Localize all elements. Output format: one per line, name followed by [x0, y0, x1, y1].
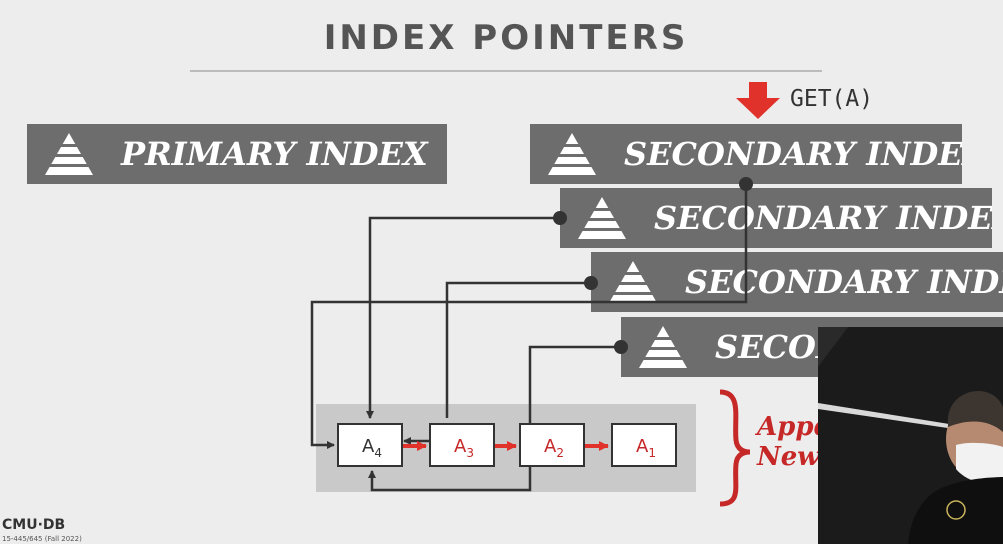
title-divider [190, 70, 822, 72]
page-title: INDEX POINTERS [323, 18, 689, 58]
secondary-index-label: SECONDARY INDEX [685, 263, 1003, 301]
webcam-overlay [818, 327, 1003, 544]
presenter-video-icon [818, 327, 1003, 544]
pointer-line [445, 281, 591, 418]
brace-icon [719, 389, 751, 507]
secondary-index-box-3: SECONDARY INDEX [591, 252, 1003, 312]
pyramid-icon [576, 195, 628, 241]
pointer-dot [739, 177, 753, 191]
pointer-line [368, 345, 621, 492]
pyramid-icon [637, 324, 689, 370]
append-label: Appe New [757, 412, 830, 472]
pointer-line [366, 216, 560, 419]
version-label-a2: A2 [544, 436, 564, 460]
pointer-line [310, 184, 748, 449]
version-box-a1 [611, 423, 677, 467]
course-label: 15-445/645 (Fall 2022) [2, 535, 82, 543]
secondary-index-label: SECONDARY INDEX [654, 199, 992, 237]
append-label-line2: New [757, 442, 820, 472]
version-box-a2 [519, 423, 585, 467]
brand-logo: CMU·DB [2, 517, 66, 533]
pyramid-icon [43, 131, 95, 177]
pointer-dot [584, 276, 598, 290]
version-box-a4 [337, 423, 403, 467]
version-label-a4: A4 [362, 436, 382, 460]
get-label: GET(A) [790, 86, 874, 112]
pointer-dot [553, 211, 567, 225]
pyramid-icon [607, 259, 659, 305]
append-label-line1: Appe [757, 412, 831, 442]
version-label-a3: A3 [454, 436, 474, 460]
primary-index-label: PRIMARY INDEX [121, 135, 428, 173]
pyramid-icon [546, 131, 598, 177]
pointer-dot [614, 340, 628, 354]
secondary-index-label: SECONDARY INDEX [624, 135, 962, 173]
secondary-index-box-2: SECONDARY INDEX [560, 188, 992, 248]
secondary-index-box-1: SECONDARY INDEX [530, 124, 962, 184]
get-arrow-icon [736, 82, 780, 119]
version-box-a3 [429, 423, 495, 467]
version-label-a1: A1 [636, 436, 656, 460]
primary-index-box: PRIMARY INDEX [27, 124, 447, 184]
